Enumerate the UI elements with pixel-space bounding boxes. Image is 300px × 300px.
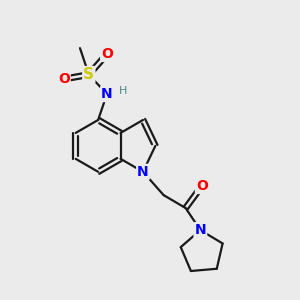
Text: N: N <box>137 165 149 179</box>
Text: H: H <box>119 86 127 96</box>
Text: N: N <box>194 223 206 237</box>
Text: O: O <box>101 47 113 61</box>
Text: S: S <box>83 67 94 82</box>
Text: O: O <box>58 72 70 86</box>
Text: N: N <box>101 87 113 101</box>
Text: O: O <box>196 179 208 193</box>
